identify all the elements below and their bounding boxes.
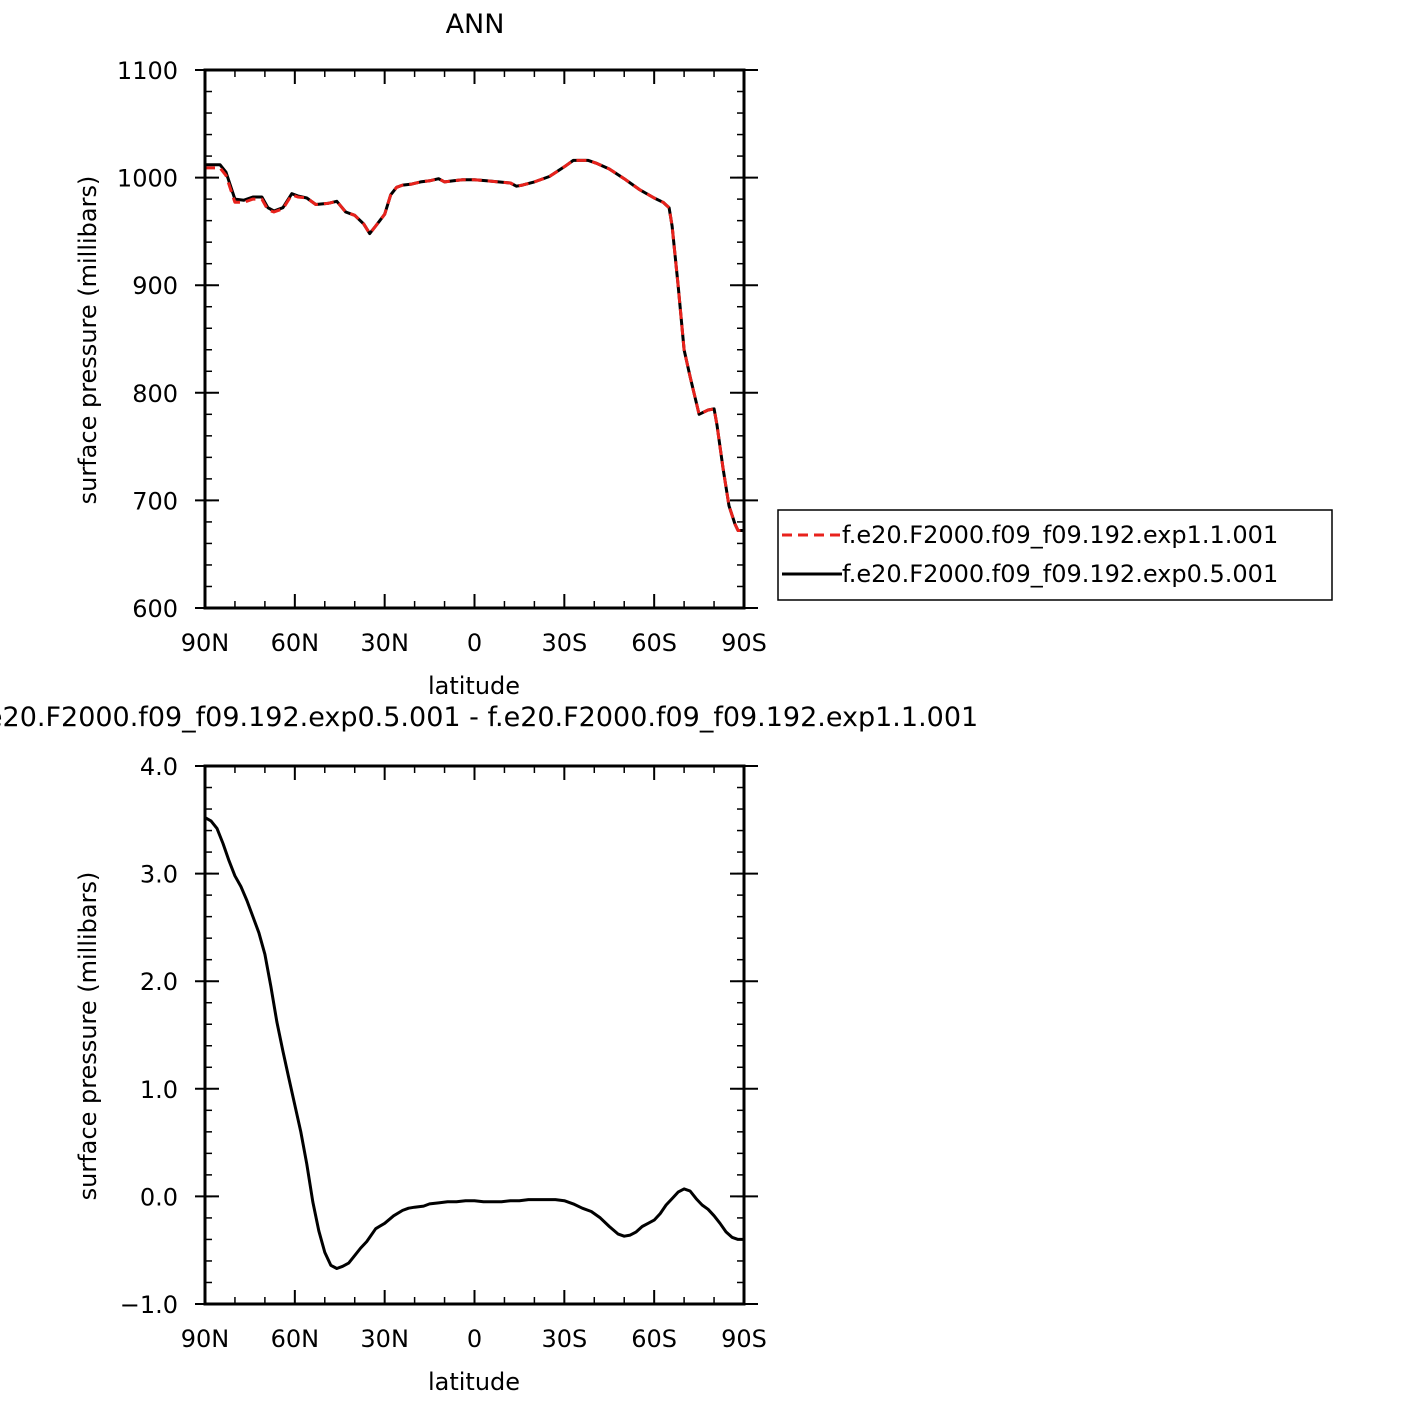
x-tick-label: 30S (541, 1325, 587, 1353)
x-axis-label: latitude (428, 672, 520, 700)
y-tick-label: 0.0 (140, 1183, 178, 1211)
x-axis-label: latitude (428, 1368, 520, 1396)
x-tick-label: 90N (181, 629, 230, 657)
plot-frame (203, 68, 746, 610)
y-axis-label: surface pressure (millibars) (74, 176, 102, 505)
legend-box (777, 509, 1333, 601)
top-panel: ANN latitude surface pressure (millibars… (74, 9, 767, 700)
y-tick-label: 800 (132, 380, 178, 408)
axis-ticks: 90N 60N 30N 0 30S 60S 90S 600 700 800 900 1000 1100 (117, 57, 767, 657)
x-tick-label: 0 (467, 1325, 482, 1353)
y-tick-label: −1.0 (120, 1291, 178, 1319)
y-tick-label: 600 (132, 595, 178, 623)
x-tick-label: 60N (271, 1325, 320, 1353)
y-tick-label: 4.0 (140, 753, 178, 781)
x-tick-label: 90S (721, 629, 767, 657)
x-tick-label: 60N (271, 629, 320, 657)
plot-area (205, 158, 744, 532)
x-tick-label: 30N (360, 1325, 409, 1353)
x-tick-label: 60S (631, 1325, 677, 1353)
x-tick-label: 0 (467, 629, 482, 657)
bottom-panel: f.e20.F2000.f09_f09.192.exp0.5.001 - f.e… (0, 702, 978, 1396)
x-tick-label: 90N (181, 1325, 230, 1353)
y-axis-label: surface pressure (millibars) (74, 872, 102, 1201)
series-line-f-e20-f2000-f09-f09-192-exp0-5-001 (205, 158, 744, 532)
legend-entry-exp0-5: f.e20.F2000.f09_f09.192.exp0.5.001 (842, 560, 1278, 588)
legend-entry-exp1-1: f.e20.F2000.f09_f09.192.exp1.1.001 (842, 521, 1278, 549)
x-tick-label: 90S (721, 1325, 767, 1353)
plot-area (204, 816, 744, 1270)
y-tick-label: 1100 (117, 57, 178, 85)
y-tick-label: 3.0 (140, 861, 178, 889)
axis-ticks: 90N 60N 30N 0 30S 60S 90S −1.0 0.0 1.0 2.0 3.0 4.0 (120, 753, 767, 1353)
y-tick-label: 1000 (117, 165, 178, 193)
y-tick-label: 2.0 (140, 968, 178, 996)
chart-title-difference: f.e20.F2000.f09_f09.192.exp0.5.001 - f.e… (0, 702, 978, 733)
y-tick-label: 700 (132, 487, 178, 515)
chart-title: ANN (446, 9, 505, 40)
y-tick-label: 900 (132, 272, 178, 300)
series-line-difference (204, 816, 744, 1270)
legend: f.e20.F2000.f09_f09.192.exp1.1.001 f.e20… (777, 509, 1333, 601)
y-tick-label: 1.0 (140, 1076, 178, 1104)
series-line-f-e20-f2000-f09-f09-192-exp1-1-001 (205, 158, 744, 532)
x-tick-label: 30S (541, 629, 587, 657)
x-tick-label: 60S (631, 629, 677, 657)
plot-frame (203, 764, 746, 1306)
x-tick-label: 30N (360, 629, 409, 657)
